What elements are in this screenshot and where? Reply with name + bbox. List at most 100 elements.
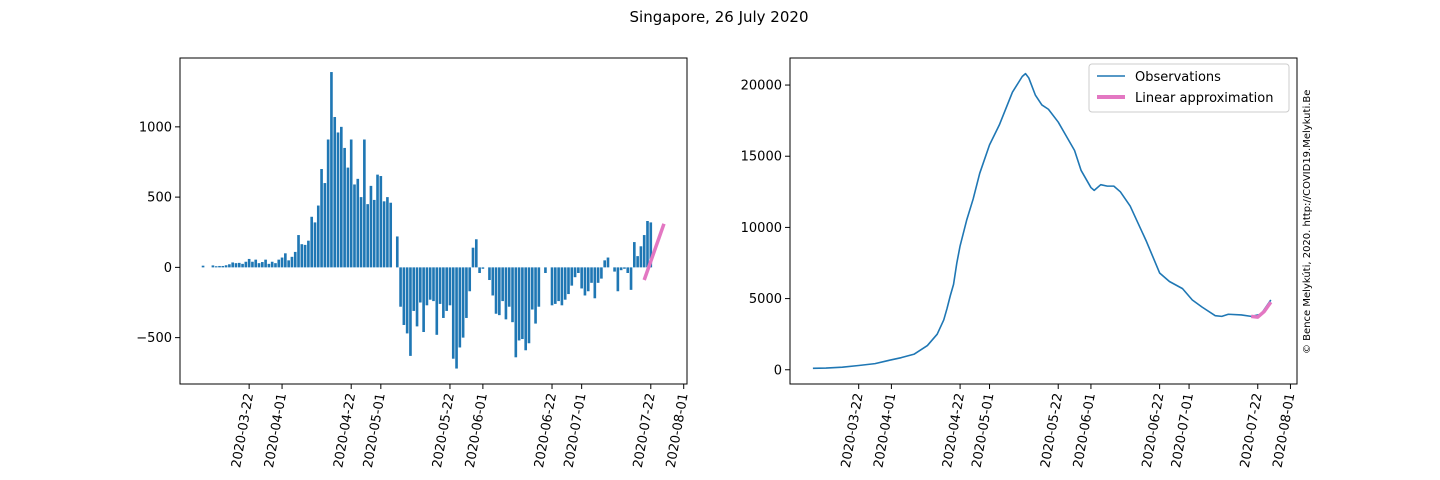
bar xyxy=(636,256,639,268)
bar xyxy=(438,267,442,304)
legend: Observations Linear approximation xyxy=(1088,63,1290,113)
bar xyxy=(254,259,258,268)
line-chart-x-tick-label: 2020-05-01 xyxy=(970,392,998,469)
bar-chart-x-tick-label: 2020-07-01 xyxy=(562,392,590,469)
bar xyxy=(310,216,314,268)
bar-chart-x-tick-label: 2020-04-22 xyxy=(331,392,359,469)
bar xyxy=(330,72,333,268)
line-chart-y-tick-label: 0 xyxy=(774,363,782,378)
bar xyxy=(237,262,241,268)
bar xyxy=(419,267,422,303)
bar xyxy=(494,267,498,314)
bar xyxy=(228,264,231,268)
bar xyxy=(326,139,330,268)
line-chart-axes-frame xyxy=(789,57,1298,385)
bar xyxy=(603,260,607,268)
line-chart-x-tick-label: 2020-05-22 xyxy=(1038,392,1066,469)
bar xyxy=(297,235,300,268)
bar xyxy=(201,265,205,268)
bar xyxy=(537,267,541,307)
bar-chart-axes-frame xyxy=(179,57,688,385)
bar xyxy=(251,261,254,268)
bar xyxy=(415,267,419,327)
bar xyxy=(287,260,290,268)
bar xyxy=(333,117,337,268)
bar xyxy=(570,267,574,286)
bar xyxy=(550,267,554,306)
bar xyxy=(642,235,646,268)
bar xyxy=(586,267,590,292)
bar xyxy=(613,267,616,272)
bar xyxy=(422,267,425,333)
bar xyxy=(260,262,264,268)
bar xyxy=(359,197,363,268)
bar-chart-x-tick-label: 2020-03-22 xyxy=(229,392,257,469)
bar xyxy=(442,267,445,318)
bar xyxy=(590,267,593,283)
bar xyxy=(274,263,277,268)
observations-line xyxy=(812,72,1272,370)
bar xyxy=(277,259,281,268)
bar xyxy=(395,236,399,268)
bar xyxy=(465,267,468,318)
bar xyxy=(221,265,225,268)
bar xyxy=(369,185,373,268)
bar xyxy=(353,184,356,268)
bar xyxy=(372,199,376,268)
bar xyxy=(557,267,560,302)
bar xyxy=(244,261,248,268)
linear-approximation-line xyxy=(642,223,666,281)
bar xyxy=(580,267,583,289)
bar xyxy=(247,258,251,268)
bar xyxy=(412,267,416,311)
bar xyxy=(445,267,448,311)
bar xyxy=(316,205,320,268)
bar xyxy=(290,256,294,268)
bar xyxy=(606,257,610,268)
bar-chart-y-tick-label: −500 xyxy=(136,331,172,346)
bar-chart-x-tick-label: 2020-06-01 xyxy=(463,392,491,469)
bar-chart-x-tick-label: 2020-05-22 xyxy=(430,392,458,469)
bar-chart-x-tick-label: 2020-08-01 xyxy=(664,392,692,469)
legend-label-observations: Observations xyxy=(1135,70,1221,85)
bar-chart-x-tick-label: 2020-04-01 xyxy=(262,392,290,469)
bar xyxy=(303,244,307,268)
bar-chart-y-tick-label: 0 xyxy=(164,261,172,276)
bar xyxy=(435,267,439,335)
bar xyxy=(379,176,383,268)
bar xyxy=(507,267,511,307)
line-chart-marks xyxy=(812,72,1273,370)
bar xyxy=(211,265,215,268)
line-chart-axes: 2020-03-22 2020-04-01 2020-04-22 2020-05-01… xyxy=(741,79,1299,470)
bar xyxy=(646,221,649,268)
bar xyxy=(553,267,557,304)
bar xyxy=(389,202,393,268)
bar xyxy=(478,267,481,273)
bar xyxy=(481,267,485,269)
bar xyxy=(474,239,478,268)
bar xyxy=(241,263,244,268)
bar-chart-x-tick-label: 2020-06-22 xyxy=(532,392,560,469)
bar xyxy=(524,267,527,351)
bar xyxy=(231,262,234,268)
line-chart-y-tick-label: 10000 xyxy=(741,221,782,236)
bar xyxy=(593,267,597,299)
line-chart-x-tick-label: 2020-03-22 xyxy=(839,392,867,469)
bar xyxy=(234,263,238,268)
bar xyxy=(639,246,643,268)
bar xyxy=(461,267,465,338)
line-chart-x-tick-label: 2020-06-22 xyxy=(1140,392,1168,469)
bar xyxy=(583,267,587,296)
bar xyxy=(448,267,452,306)
bar xyxy=(382,201,386,268)
bar xyxy=(511,267,514,323)
bar xyxy=(284,253,287,268)
bar xyxy=(491,267,495,296)
watermark: © Bence Melykúti, 2020. http://COVID19.M… xyxy=(1301,90,1313,354)
line-chart-x-tick-label: 2020-07-01 xyxy=(1169,392,1197,469)
legend-box xyxy=(1088,63,1290,113)
bar xyxy=(544,267,547,273)
bar xyxy=(307,240,310,268)
bar xyxy=(560,267,564,306)
